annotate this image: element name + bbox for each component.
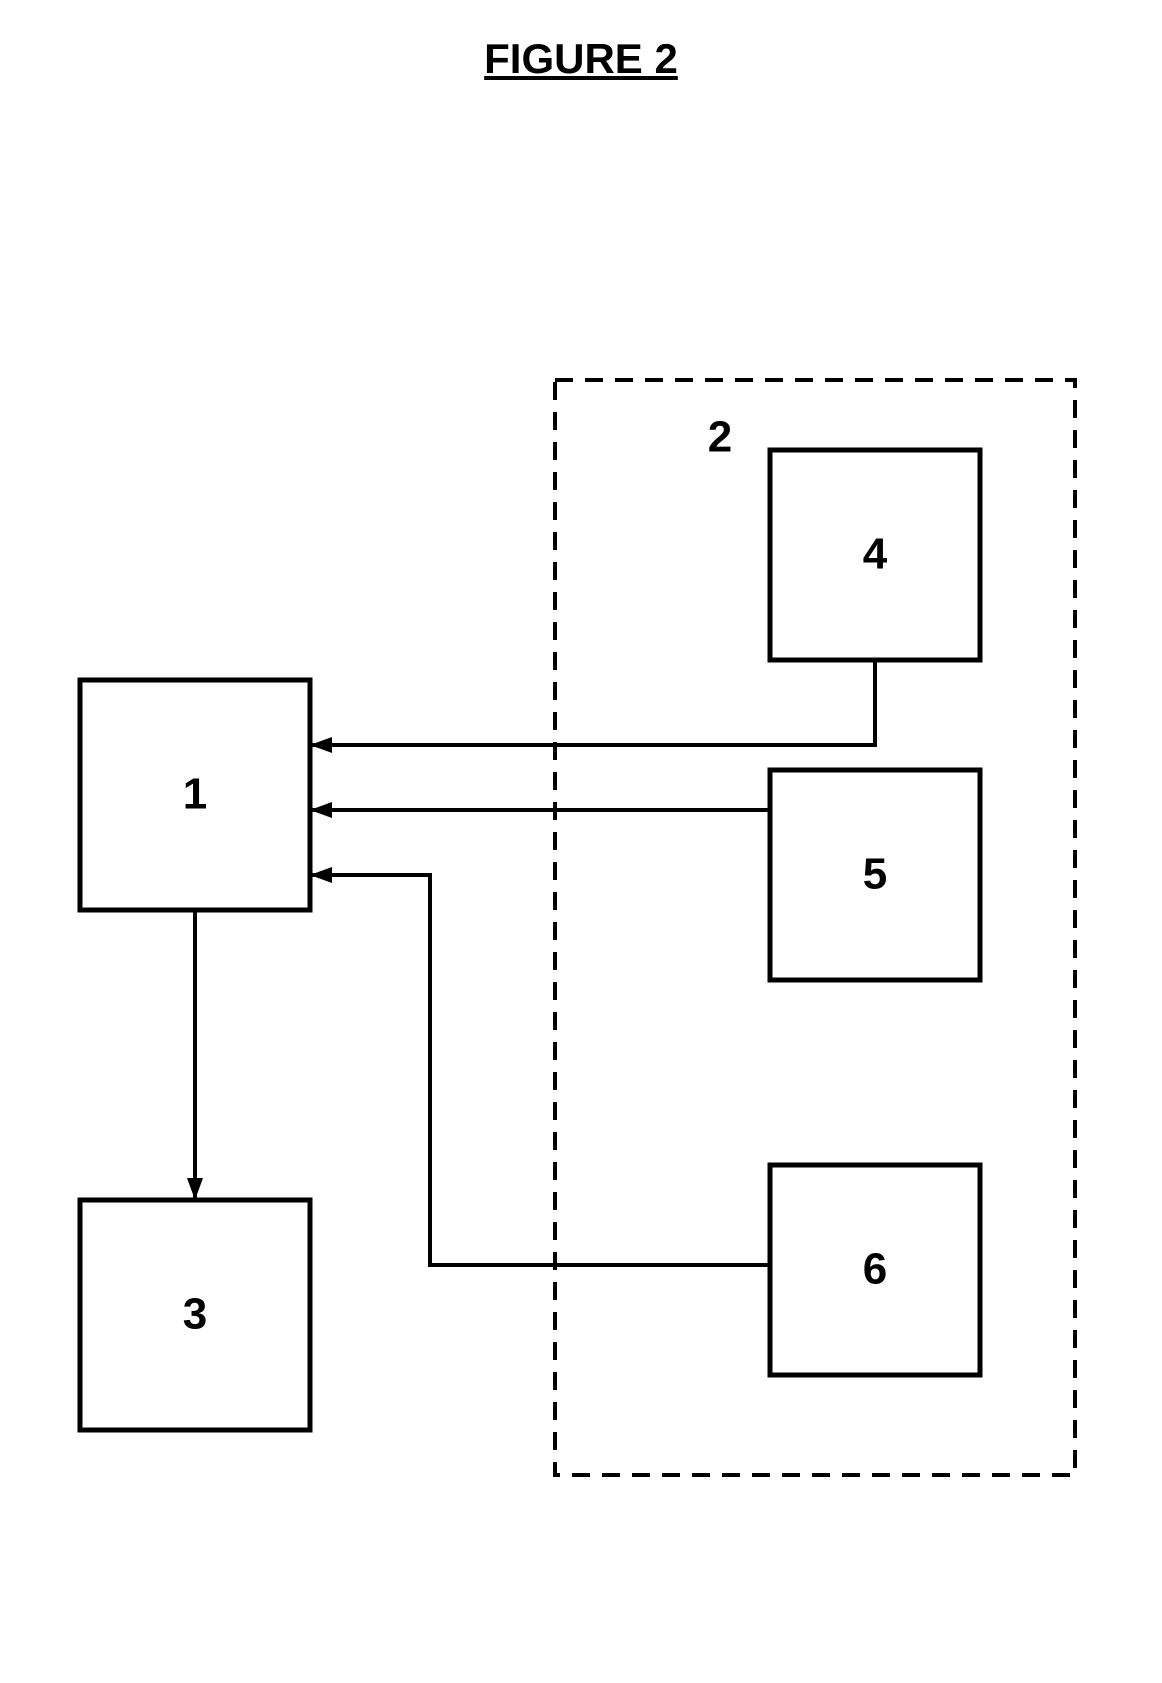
container-label: 2 — [708, 413, 732, 462]
node-3: 3 — [80, 1200, 310, 1430]
node-4: 4 — [770, 450, 980, 660]
node-5: 5 — [770, 770, 980, 980]
edge-6-to-1 — [310, 875, 770, 1265]
diagram-canvas: 2 1 3 4 5 6 — [0, 0, 1162, 1683]
node-label-3: 3 — [183, 1290, 207, 1339]
node-1: 1 — [80, 680, 310, 910]
figure-page: FIGURE 2 213456 — [0, 0, 1162, 1683]
node-label-5: 5 — [863, 850, 887, 899]
node-label-1: 1 — [183, 770, 207, 819]
node-label-6: 6 — [863, 1245, 887, 1294]
edge-4-to-1 — [310, 660, 875, 745]
node-label-4: 4 — [863, 530, 888, 579]
node-6: 6 — [770, 1165, 980, 1375]
